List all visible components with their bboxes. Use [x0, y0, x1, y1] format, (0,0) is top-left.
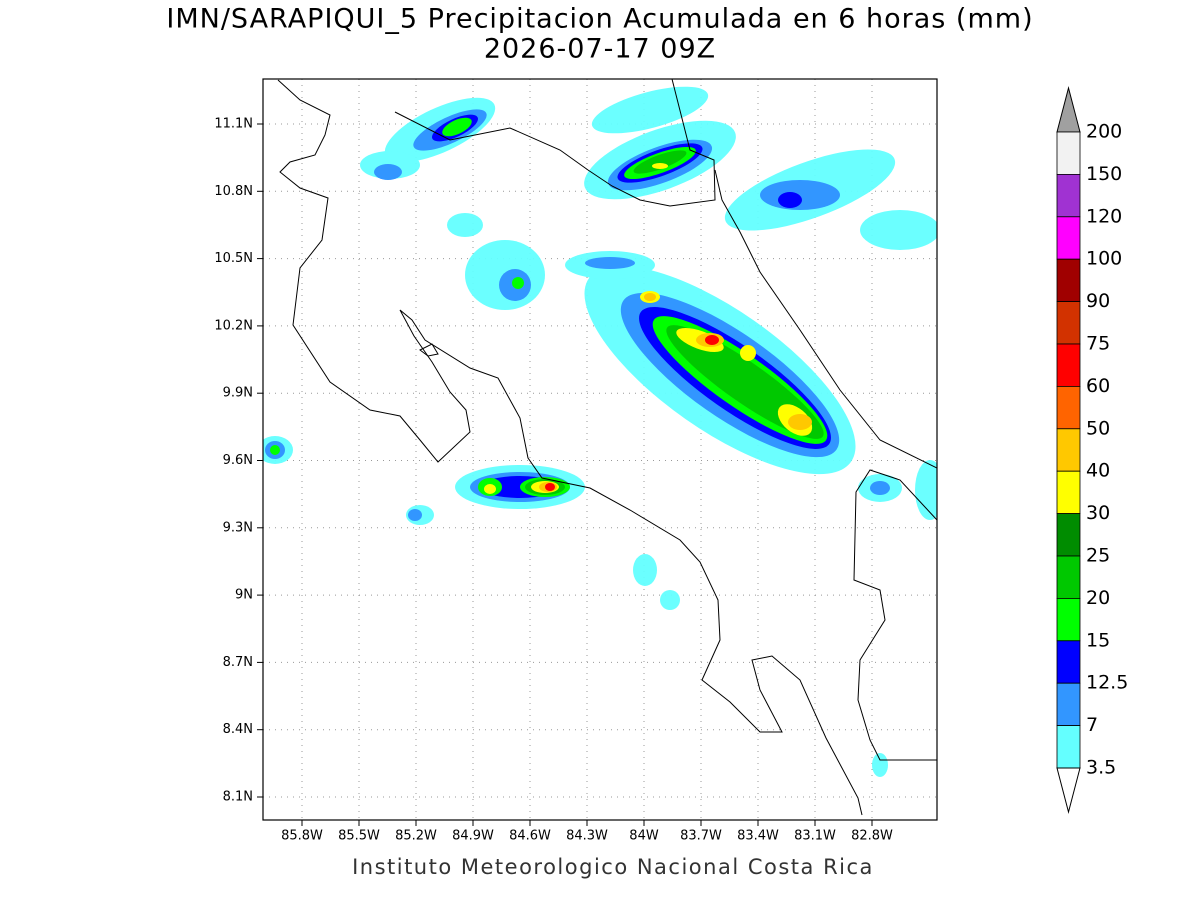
lon-label: 83.1W: [794, 829, 836, 844]
colorbar-segment: [1056, 470, 1081, 515]
lat-label: 8.1N: [223, 790, 253, 805]
lon-label: 85.8W: [281, 829, 323, 844]
colorbar-label: 20: [1086, 587, 1110, 609]
lon-label: 84W: [629, 829, 659, 844]
colorbar-segment: [1056, 725, 1081, 769]
colorbar-segment: [1056, 555, 1081, 599]
colorbar-segment: [1056, 131, 1081, 175]
map-frame: [262, 78, 938, 821]
colorbar: 200 150 120 100 90 75 60 50 40 30 25 20 15 12.5 7 3.5: [1056, 86, 1128, 814]
colorbar-segment: [1056, 513, 1081, 557]
title: IMN/SARAPIQUI_5 Precipitacion Acumulada …: [166, 4, 1033, 35]
colorbar-over: [1056, 86, 1081, 133]
lon-label: 85.2W: [395, 829, 437, 844]
colorbar-label: 200: [1086, 121, 1122, 143]
colorbar-label: 7: [1086, 714, 1098, 736]
lat-label: 8.7N: [223, 655, 253, 670]
colorbar-segment: [1056, 682, 1081, 727]
coastlines: [277, 79, 937, 816]
lon-label: 83.4W: [737, 829, 779, 844]
colorbar-label: 150: [1086, 163, 1122, 185]
colorbar-segment: [1056, 258, 1081, 303]
lon-label: 84.3W: [566, 829, 608, 844]
colorbar-label: 50: [1086, 417, 1110, 439]
lat-label: 9.3N: [223, 520, 253, 535]
footer: Instituto Meteorologico Nacional Costa R…: [352, 855, 874, 879]
lon-label: 84.6W: [509, 829, 551, 844]
colorbar-segment: [1056, 343, 1081, 387]
colorbar-segment: [1056, 301, 1081, 345]
colorbar-label: 40: [1086, 460, 1110, 482]
colorbar-segment: [1056, 640, 1081, 684]
lat-label: 9.9N: [223, 386, 253, 401]
colorbar-label: 90: [1086, 290, 1110, 312]
lat-label: 9N: [235, 588, 253, 603]
colorbar-under: [1056, 767, 1081, 814]
colorbar-label: 60: [1086, 375, 1110, 397]
colorbar-segment: [1056, 428, 1081, 472]
lat-label: 10.8N: [214, 184, 253, 199]
lat-label: 11.1N: [214, 117, 253, 132]
lon-label: 84.9W: [452, 829, 494, 844]
colorbar-segment: [1056, 385, 1081, 430]
colorbar-label: 3.5: [1086, 757, 1116, 779]
colorbar-label: 30: [1086, 502, 1110, 524]
colorbar-segment: [1056, 216, 1081, 260]
lon-label: 83.7W: [680, 829, 722, 844]
lon-label: 85.5W: [338, 829, 380, 844]
colorbar-label: 75: [1086, 333, 1110, 355]
colorbar-segment: [1056, 173, 1081, 218]
lat-label: 10.5N: [214, 251, 253, 266]
subtitle: 2026-07-17 09Z: [484, 34, 716, 65]
colorbar-label: 12.5: [1086, 672, 1128, 694]
lon-label: 82.8W: [851, 829, 893, 844]
lat-label: 10.2N: [214, 318, 253, 333]
precipitation: [263, 86, 937, 777]
colorbar-label: 25: [1086, 545, 1110, 567]
colorbar-label: 100: [1086, 248, 1122, 270]
colorbar-label: 15: [1086, 629, 1110, 651]
lat-label: 9.6N: [223, 453, 253, 468]
colorbar-label: 120: [1086, 205, 1122, 227]
grid: 11.1N 10.8N 10.5N 10.2N 9.9N 9.6N 9.3N 9N 8.7N 8.…: [214, 79, 937, 844]
colorbar-segment: [1056, 598, 1081, 642]
lat-label: 8.4N: [223, 722, 253, 737]
